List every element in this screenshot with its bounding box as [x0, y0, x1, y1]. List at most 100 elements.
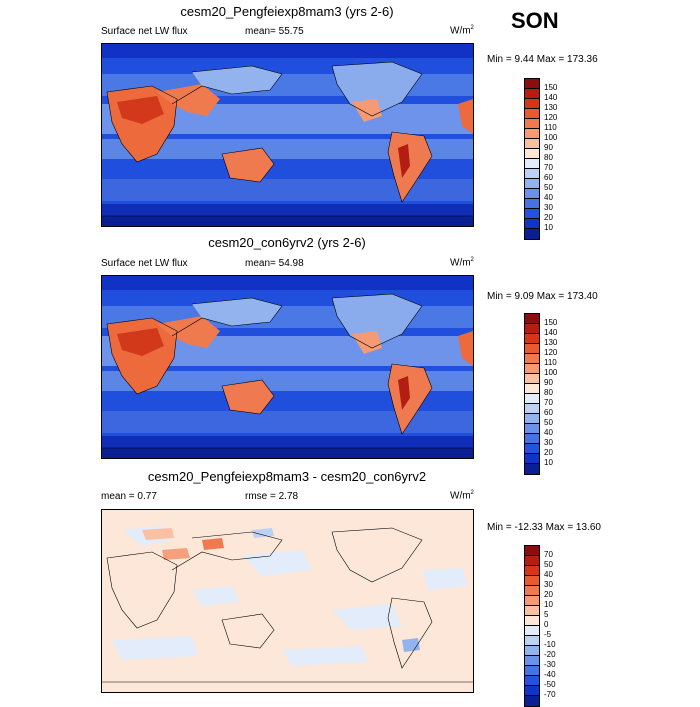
colorbar-tick-label: 10 [544, 458, 553, 467]
colorbar-segment [525, 384, 539, 394]
colorbar-tick-label: -10 [544, 640, 556, 649]
panel-1-map-canvas [102, 44, 473, 226]
colorbar-tick-label: 40 [544, 428, 553, 437]
panel-1-map [101, 43, 474, 227]
colorbar-tick-label: 110 [544, 358, 557, 367]
colorbar-tick-label: 40 [544, 570, 553, 579]
colorbar-tick-label: -20 [544, 650, 556, 659]
colorbar-tick-label: 100 [544, 368, 558, 377]
panel-3-map-canvas [102, 510, 473, 692]
colorbar-segment [525, 434, 539, 444]
panel-2-minmax: Min = 9.09 Max = 173.40 [487, 291, 598, 302]
colorbar-segment [525, 404, 539, 414]
panel-2-mean-label: mean= 54.98 [245, 258, 304, 269]
colorbar-tick-label: -50 [544, 680, 556, 689]
colorbar-segment [525, 219, 539, 229]
colorbar-segment [525, 199, 539, 209]
colorbar-segment [525, 666, 539, 676]
panel-2-units: W/m2 [450, 257, 474, 269]
panel-1-mean-label: mean= 55.75 [245, 26, 304, 37]
colorbar-segment [525, 656, 539, 666]
colorbar-tick-label: 50 [544, 560, 553, 569]
colorbar-tick-label: 140 [544, 93, 558, 102]
colorbar-tick-label: 10 [544, 600, 553, 609]
panel-1-minmax: Min = 9.44 Max = 173.36 [487, 54, 598, 65]
colorbar-segment [525, 189, 539, 199]
colorbar-tick-label: 30 [544, 203, 553, 212]
colorbar-segment [525, 209, 539, 219]
colorbar-segment [525, 394, 539, 404]
panel-1-title: cesm20_Pengfeiexp8mam3 (yrs 2-6) [180, 4, 394, 19]
colorbar-tick-label: 130 [544, 338, 558, 347]
colorbar-segment [525, 374, 539, 384]
colorbar-tick-label: 20 [544, 590, 553, 599]
panel-1-units: W/m2 [450, 25, 474, 37]
colorbar-tick-label: 90 [544, 143, 553, 152]
colorbar-segment [525, 626, 539, 636]
colorbar-tick-label: 80 [544, 388, 553, 397]
colorbar-segment [525, 169, 539, 179]
colorbar-tick-label: 150 [544, 318, 558, 327]
colorbar-segment [525, 139, 539, 149]
colorbar-segment [525, 324, 539, 334]
panel-3-units: W/m2 [450, 490, 474, 502]
colorbar-segment [525, 364, 539, 374]
colorbar-segment [525, 424, 539, 434]
colorbar-tick-label: -40 [544, 670, 556, 679]
colorbar-tick-label: 50 [544, 183, 553, 192]
colorbar-tick-label: 60 [544, 408, 553, 417]
colorbar-segment [525, 464, 539, 474]
panel-2-title: cesm20_con6yrv2 (yrs 2-6) [208, 235, 366, 250]
colorbar-segment [525, 616, 539, 626]
colorbar-tick-label: 70 [544, 398, 553, 407]
panel-3-minmax: Min = -12.33 Max = 13.60 [487, 522, 601, 533]
panel-3-map [101, 509, 474, 693]
colorbar-segment [525, 686, 539, 696]
colorbar-tick-label: 30 [544, 580, 553, 589]
colorbar-tick-label: -70 [544, 690, 556, 699]
colorbar-tick-label: -30 [544, 660, 556, 669]
colorbar-segment [525, 444, 539, 454]
colorbar-segment [525, 696, 539, 706]
colorbar-segment [525, 79, 539, 89]
colorbar-segment [525, 606, 539, 616]
colorbar-tick-label: 70 [544, 550, 553, 559]
colorbar-segment [525, 109, 539, 119]
colorbar-tick-label: 90 [544, 378, 553, 387]
panel-2-colorbar [524, 313, 540, 475]
colorbar-segment [525, 229, 539, 239]
colorbar-segment [525, 99, 539, 109]
colorbar-tick-label: 120 [544, 348, 558, 357]
panel-3-colorbar [524, 545, 540, 707]
panel-2-map-canvas [102, 276, 473, 458]
colorbar-segment [525, 414, 539, 424]
colorbar-segment [525, 129, 539, 139]
colorbar-tick-label: 140 [544, 328, 558, 337]
colorbar-segment [525, 159, 539, 169]
colorbar-segment [525, 586, 539, 596]
colorbar-segment [525, 546, 539, 556]
colorbar-tick-label: 20 [544, 213, 553, 222]
colorbar-segment [525, 344, 539, 354]
colorbar-segment [525, 354, 539, 364]
panel-3-mean-label: mean = 0.77 [101, 491, 157, 502]
colorbar-tick-label: 0 [544, 620, 549, 629]
colorbar-tick-label: 10 [544, 223, 553, 232]
colorbar-tick-label: 30 [544, 438, 553, 447]
panel-2-map [101, 275, 474, 459]
season-label: SON [511, 8, 559, 33]
colorbar-segment [525, 676, 539, 686]
colorbar-tick-label: 70 [544, 163, 553, 172]
colorbar-tick-label: 150 [544, 83, 558, 92]
colorbar-tick-label: 120 [544, 113, 558, 122]
panel-2-variable-label: Surface net LW flux [101, 258, 188, 269]
colorbar-tick-label: 110 [544, 123, 557, 132]
colorbar-tick-label: 40 [544, 193, 553, 202]
colorbar-segment [525, 566, 539, 576]
colorbar-segment [525, 636, 539, 646]
panel-1-variable-label: Surface net LW flux [101, 26, 188, 37]
colorbar-segment [525, 576, 539, 586]
colorbar-segment [525, 646, 539, 656]
colorbar-tick-label: 50 [544, 418, 553, 427]
colorbar-segment [525, 179, 539, 189]
